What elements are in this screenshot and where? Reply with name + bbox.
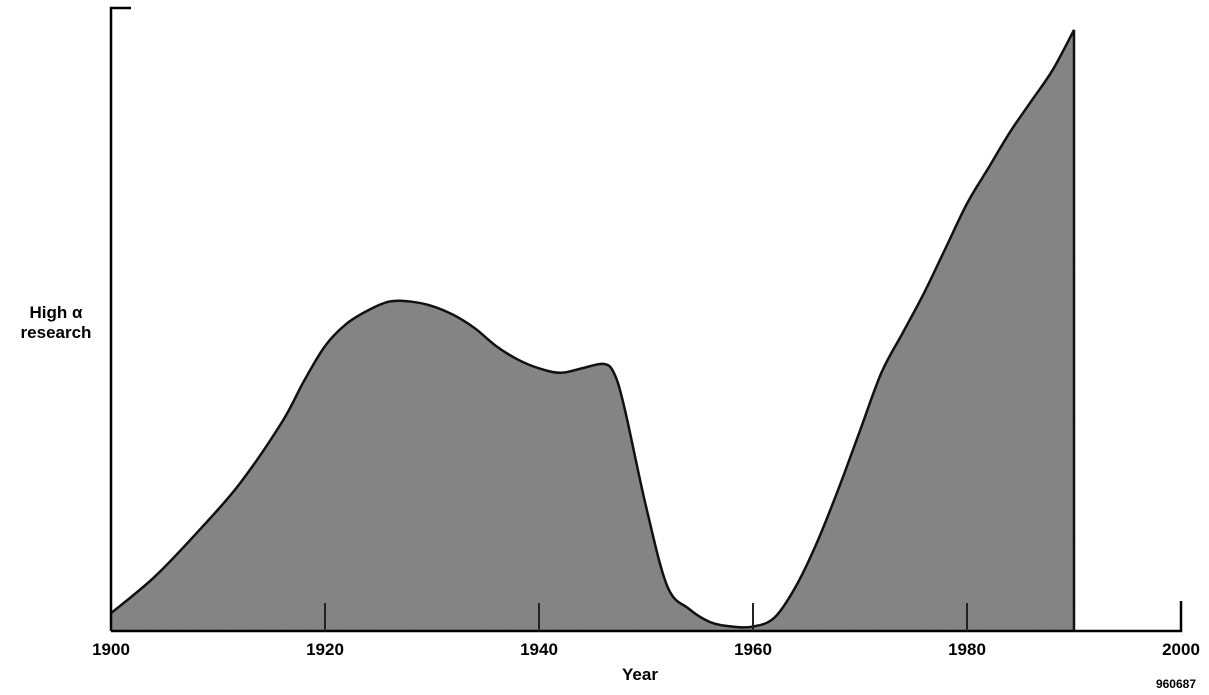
x-tick-label-1900: 1900 [92, 640, 130, 659]
x-tick-labels: 1900 1920 1940 1960 1980 2000 [92, 640, 1200, 659]
x-tick-label-1940: 1940 [520, 640, 558, 659]
y-axis [109, 6, 131, 631]
area-series [110, 29, 1076, 631]
x-tick-label-1980: 1980 [948, 640, 986, 659]
x-tick-label-2000: 2000 [1162, 640, 1200, 659]
area-fill [111, 30, 1074, 631]
x-tick-label-1960: 1960 [734, 640, 772, 659]
y-axis-label-line-2: research [21, 323, 92, 342]
x-axis-label: Year [622, 665, 658, 684]
y-axis-label-line-1: High α [30, 303, 83, 322]
reference-code: 960687 [1156, 677, 1196, 691]
x-axis [111, 601, 1183, 633]
x-tick-label-1920: 1920 [306, 640, 344, 659]
area-outline [110, 29, 1076, 631]
x-ticks [324, 603, 968, 631]
